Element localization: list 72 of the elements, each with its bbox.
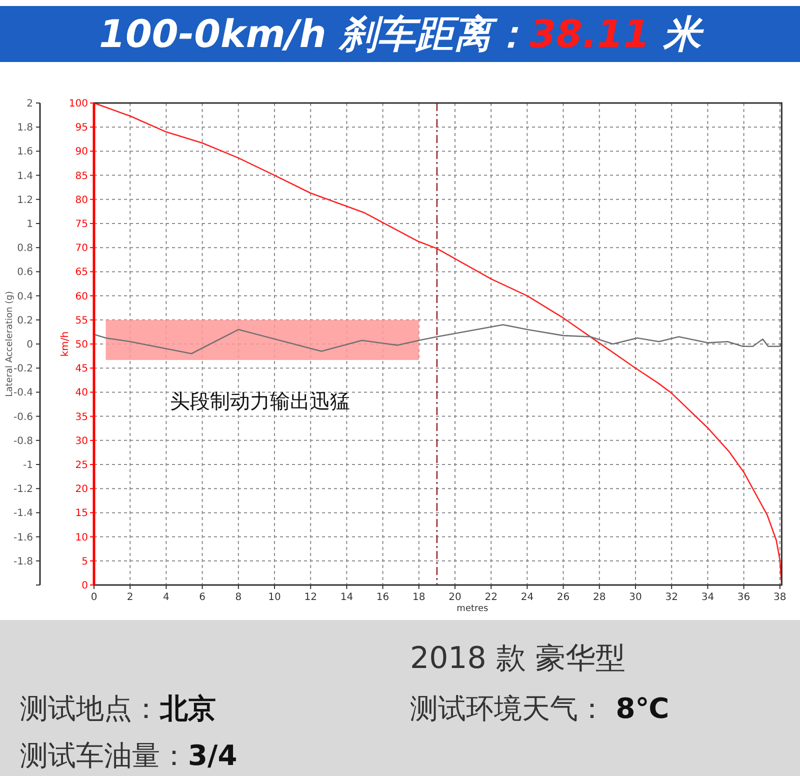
y2-tick-label: -0.8: [13, 436, 33, 447]
x-tick-label: 20: [448, 592, 462, 603]
x-tick-label: 10: [268, 592, 281, 603]
y-tick-label: 45: [75, 364, 88, 375]
x-tick-label: 32: [665, 592, 678, 603]
x-tick-label: 34: [701, 592, 714, 603]
y-tick-label: 80: [75, 194, 88, 206]
y-tick-label: 100: [68, 98, 88, 110]
y2-tick-label: 1.6: [17, 146, 33, 158]
y2-tick-label: -0.6: [13, 412, 33, 423]
y2-tick-label: 0.8: [17, 243, 33, 254]
y-tick-label: 25: [75, 460, 88, 471]
y-tick-label: 70: [75, 243, 88, 254]
y2-axis-title: Lateral Acceleration (g): [5, 291, 15, 397]
x-tick-label: 2: [126, 592, 134, 603]
y-tick-label: 10: [75, 532, 88, 544]
x-axis-title: metres: [456, 604, 489, 614]
line-series: [93, 102, 782, 586]
y2-tick-label: -1.2: [13, 484, 33, 496]
x-tick-label: 22: [484, 592, 498, 603]
y-tick-label: 20: [75, 484, 88, 496]
y-tick-label: 50: [75, 340, 88, 350]
x-tick-label: 36: [737, 592, 750, 603]
line-series: [93, 324, 782, 354]
y2-tick-label: 1.2: [17, 194, 33, 206]
y-tick-label: 60: [75, 291, 88, 302]
y2-tick-label: 2: [26, 98, 33, 110]
y-tick-label: 15: [75, 508, 88, 520]
y2-tick-label: 0.6: [17, 267, 33, 278]
y2-tick-label: 1.8: [17, 122, 33, 134]
y-tick-label: 85: [75, 170, 88, 182]
y-axis-title: km/h: [60, 331, 71, 357]
x-tick-label: 28: [593, 592, 606, 603]
text: 测试车油量：3/4: [20, 739, 238, 772]
y-tick-label: 5: [82, 556, 88, 568]
y-tick-label: 0: [82, 580, 88, 592]
x-tick-label: 16: [376, 592, 390, 603]
x-tick-label: 0: [90, 592, 98, 603]
y-tick-label: 95: [75, 122, 88, 134]
y2-tick-label: 0: [26, 340, 33, 350]
y2-tick-label: -1.4: [13, 508, 33, 520]
y2-tick-label: -1: [23, 460, 33, 471]
text: 测试地点：北京: [20, 692, 216, 725]
x-tick-label: 18: [412, 592, 426, 603]
x-tick-label: 26: [556, 592, 570, 603]
y2-tick-label: -1.6: [13, 532, 33, 544]
y2-tick-label: 1.4: [17, 170, 33, 182]
x-tick-label: 12: [304, 592, 317, 603]
text: 2018 款 豪华型: [410, 641, 626, 676]
y2-tick-label: 0.2: [17, 315, 33, 326]
y2-tick-label: 0.4: [17, 291, 33, 302]
y2-tick-label: 1: [26, 219, 33, 230]
y-tick-label: 75: [75, 219, 88, 230]
x-tick-label: 4: [163, 592, 170, 603]
text: 测试环境天气： 8℃: [410, 692, 670, 725]
x-tick-label: 14: [340, 592, 354, 603]
y2-tick-label: -1.8: [13, 556, 33, 568]
y-tick-label: 40: [75, 388, 88, 399]
y2-tick-label: -0.2: [13, 364, 33, 375]
y-tick-label: 90: [75, 146, 88, 158]
x-tick-label: 6: [199, 592, 206, 603]
y-tick-label: 65: [75, 267, 88, 278]
y-tick-label: 55: [75, 315, 88, 326]
y2-tick-label: -0.4: [13, 388, 33, 399]
x-tick-label: 30: [629, 592, 642, 603]
x-tick-label: 8: [235, 592, 242, 603]
annotation: 头段制动力输出迅猛: [170, 389, 350, 413]
x-tick-label: 38: [774, 592, 786, 603]
x-tick-label: 24: [520, 592, 534, 603]
y-tick-label: 35: [75, 412, 88, 423]
y-tick-label: 30: [75, 436, 88, 447]
chart-title: 100-0km/h 刹车距离：38.11 米: [99, 12, 705, 56]
